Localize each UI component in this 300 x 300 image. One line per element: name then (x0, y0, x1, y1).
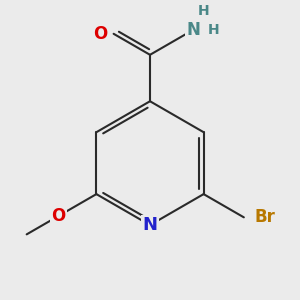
Text: N: N (142, 216, 158, 234)
Text: Br: Br (255, 208, 276, 226)
Text: N: N (186, 21, 200, 39)
Text: O: O (51, 207, 65, 225)
Text: O: O (93, 25, 107, 43)
Text: H: H (197, 4, 209, 18)
Text: H: H (208, 23, 220, 37)
